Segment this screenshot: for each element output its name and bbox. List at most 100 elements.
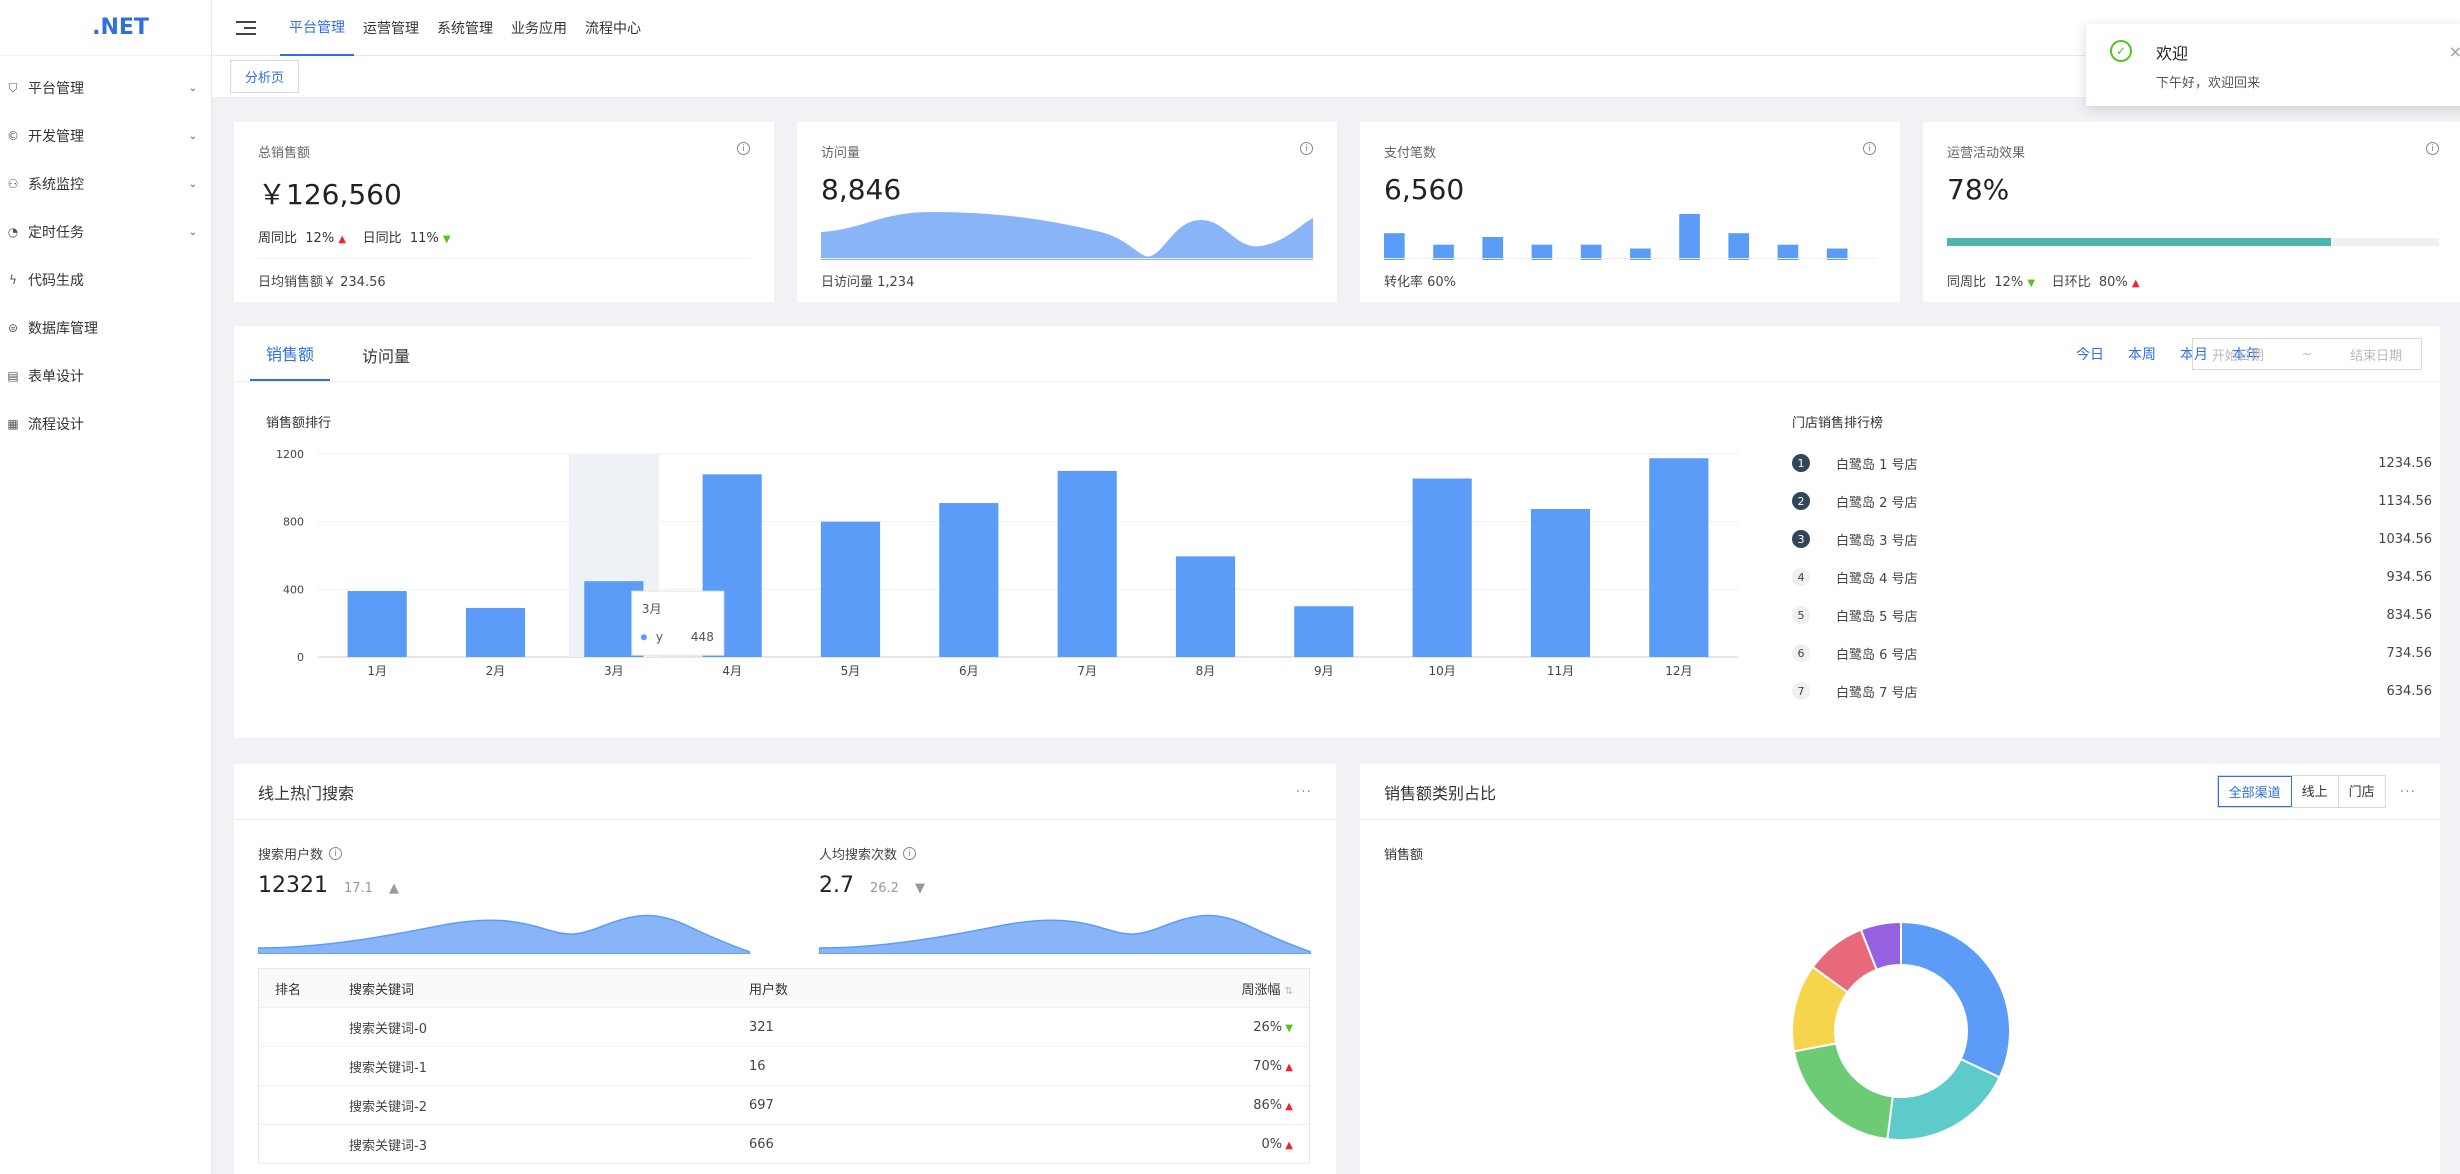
keyword-cell[interactable]: 搜索关键词-2	[349, 1099, 427, 1115]
range-today[interactable]: 今日	[2076, 347, 2104, 363]
tab-sales[interactable]: 销售额	[250, 341, 331, 381]
donut-slice[interactable]	[1859, 920, 1902, 971]
sidebar-item-label: 定时任务	[28, 225, 84, 241]
sidebar-item[interactable]: ▦ 流程设计	[0, 400, 211, 448]
tab-analysis[interactable]: 分析页	[230, 60, 300, 93]
stat-label: 人均搜索次数	[819, 848, 898, 863]
sidebar-item[interactable]: ◔ 定时任务 ⌄	[0, 208, 211, 256]
channel-segmented: 全部渠道 线上 门店	[2216, 775, 2386, 808]
stat-footer: 日访问量 1,234	[821, 258, 1313, 290]
col-users: 用户数	[749, 982, 789, 998]
card-actions: 全部渠道 线上 门店 ···	[2216, 775, 2416, 808]
chart-title: 销售额排行	[266, 416, 332, 431]
tab-visits[interactable]: 访问量	[362, 347, 411, 366]
top-tab[interactable]: 运营管理	[363, 20, 419, 37]
keyword-cell[interactable]: 搜索关键词-3	[349, 1138, 427, 1154]
sales-bar[interactable]	[465, 607, 526, 657]
sidebar: .NET ⛉ 平台管理 ⌄ © 开发管理 ⌄ ⚇ 系统监控 ⌄ ◔ 定时任务 ⌄ ϟ 代码生成 ⊜ 数据库管理…	[0, 0, 212, 1174]
dod-label: 日同比	[362, 231, 402, 246]
chevron-down-icon: ⌄	[188, 82, 197, 94]
sidebar-item[interactable]: ⚇ 系统监控 ⌄	[0, 160, 211, 208]
donut-slice[interactable]	[1886, 1057, 2001, 1141]
stat-delta: 26.2	[870, 881, 899, 896]
sales-bar[interactable]	[820, 521, 881, 657]
success-check-icon: ✓	[2110, 40, 2132, 62]
sidebar-item[interactable]: ϟ 代码生成	[0, 256, 211, 304]
start-date-input[interactable]: 开始日期	[2211, 348, 2264, 364]
sidebar-item[interactable]: © 开发管理 ⌄	[0, 112, 211, 160]
sidebar-item-label: 数据库管理	[28, 321, 98, 337]
dod-label: 日环比	[2051, 275, 2091, 290]
top-tab[interactable]: 系统管理	[437, 20, 493, 37]
sales-bar[interactable]	[1175, 556, 1236, 657]
col-change[interactable]: 周涨幅 ⇅	[1129, 979, 1309, 998]
table-row: 搜索关键词-2 697 86% ▲	[259, 1086, 1309, 1125]
rank-row: 2 白鹭岛 2 号店 1134.56	[1792, 482, 2432, 520]
rank-row: 5 白鹭岛 5 号店 834.56	[1792, 596, 2432, 634]
top-tab[interactable]: 流程中心	[585, 20, 641, 37]
rank-store-name: 白鹭岛 2 号店	[1836, 495, 1918, 511]
donut-slice[interactable]	[1792, 1042, 1894, 1141]
form-icon: ▤	[7, 369, 19, 383]
more-icon[interactable]: ···	[2399, 783, 2416, 800]
more-icon[interactable]: ···	[1295, 783, 1312, 800]
segment-store[interactable]: 门店	[2348, 785, 2375, 800]
card-title: 销售额类别占比	[1384, 783, 1497, 803]
stat-value: 8,846	[821, 173, 902, 206]
range-year[interactable]: 本年	[2232, 347, 2260, 363]
range-week[interactable]: 本周	[2128, 347, 2156, 363]
sales-bar[interactable]	[1294, 606, 1354, 657]
end-date-input[interactable]: 结束日期	[2350, 348, 2403, 364]
sales-bar[interactable]	[939, 503, 999, 657]
info-icon[interactable]: i	[329, 847, 343, 860]
app-logo[interactable]: .NET	[0, 0, 211, 56]
close-icon[interactable]: ×	[2448, 42, 2460, 61]
top-nav: 平台管理 运营管理 系统管理 业务应用 流程中心	[280, 0, 650, 56]
info-icon[interactable]: i	[1863, 142, 1876, 155]
info-icon[interactable]: i	[903, 847, 917, 860]
stat-card-payments: 支付笔数 i 6,560 转化率 60%	[1360, 122, 1900, 302]
keyword-cell[interactable]: 搜索关键词-0	[349, 1021, 427, 1037]
info-icon[interactable]: i	[737, 142, 750, 155]
payment-bar	[1630, 248, 1651, 260]
info-icon[interactable]: i	[2426, 142, 2439, 155]
sales-bar[interactable]	[1412, 478, 1472, 657]
payment-bar	[1826, 248, 1848, 260]
database-icon: ⊜	[7, 321, 19, 335]
rank-title: 门店销售排行榜	[1792, 416, 1884, 431]
donut-slice[interactable]	[1900, 920, 2011, 1079]
sales-bar[interactable]	[1057, 470, 1117, 657]
chevron-down-icon: ⌄	[188, 130, 197, 142]
sales-bar[interactable]	[347, 591, 407, 657]
chevron-down-icon: ⌄	[188, 178, 197, 190]
date-range-picker[interactable]: 开始日期 ~ 结束日期	[2192, 338, 2422, 370]
sort-icon[interactable]: ⇅	[1284, 985, 1293, 997]
change-cell: 86% ▲	[1129, 1098, 1309, 1113]
sidebar-item[interactable]: ▤ 表单设计	[0, 352, 211, 400]
top-tab[interactable]: 平台管理	[280, 0, 354, 56]
change-cell: 26% ▼	[1129, 1020, 1309, 1035]
stat-footer: 同周比 12% ▼ 日环比 80% ▲	[1947, 259, 2439, 290]
sales-bar[interactable]	[1649, 458, 1709, 657]
sales-bar[interactable]	[1530, 508, 1591, 657]
range-month[interactable]: 本月	[2180, 347, 2208, 363]
x-tick-label: 3月	[604, 664, 624, 678]
top-tab[interactable]: 业务应用	[511, 20, 567, 37]
keyword-cell[interactable]: 搜索关键词-1	[349, 1060, 427, 1076]
top-header: 平台管理 运营管理 系统管理 业务应用 流程中心	[212, 0, 2460, 56]
menu-collapse-icon[interactable]	[236, 17, 256, 39]
range-links: 今日 本周 本月 本年	[2076, 344, 2260, 364]
payment-bar	[1433, 244, 1454, 260]
rank-value: 734.56	[2386, 645, 2433, 661]
card-title: 线上热门搜索	[258, 783, 355, 803]
info-icon[interactable]: i	[1300, 142, 1313, 155]
stat-footer: 日均销售额￥ 234.56	[258, 258, 750, 290]
sidebar-item[interactable]: ⊜ 数据库管理	[0, 304, 211, 352]
caret-up-icon: ▲	[388, 881, 399, 896]
stat-value: 6,560	[1384, 173, 1465, 206]
segment-all[interactable]: 全部渠道	[2217, 776, 2292, 807]
segment-online[interactable]: 线上	[2292, 776, 2339, 807]
visits-area-chart	[821, 212, 1313, 260]
table-row: 搜索关键词-0 321 26% ▼	[259, 1008, 1309, 1047]
sidebar-item[interactable]: ⛉ 平台管理 ⌄	[0, 64, 211, 112]
